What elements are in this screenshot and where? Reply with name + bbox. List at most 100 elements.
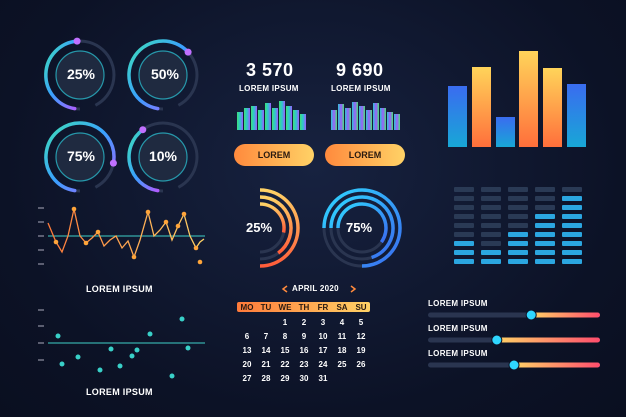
lorem-button-1[interactable]: LOREM: [234, 144, 314, 166]
slider-3[interactable]: [428, 359, 600, 371]
calendar-weekday: WE: [278, 303, 292, 312]
slider-handle[interactable]: [491, 334, 503, 346]
gauge-knob: [73, 37, 81, 45]
calendar-day[interactable]: 24: [318, 360, 328, 369]
equalizer-cell: [508, 259, 528, 264]
calendar-day[interactable]: 14: [261, 346, 271, 355]
chevron-right-icon[interactable]: [350, 285, 357, 293]
gauge-2: [127, 39, 199, 111]
equalizer-cell: [508, 250, 528, 255]
gauge-4-label: 10%: [148, 148, 178, 164]
equalizer-cell: [562, 205, 582, 210]
equalizer-cell: [535, 223, 555, 228]
calendar-day[interactable]: 11: [337, 332, 347, 341]
calendar-weekday: TU: [260, 303, 272, 312]
mini-bars-2: [331, 102, 400, 130]
equalizer-cell: [562, 232, 582, 237]
calendar-day[interactable]: 6: [244, 332, 250, 341]
equalizer-cell: [562, 259, 582, 264]
stat-2-value: 9 690: [336, 60, 384, 80]
calendar-day[interactable]: 17: [318, 346, 328, 355]
calendar-day[interactable]: 12: [356, 332, 366, 341]
equalizer-cell: [535, 241, 555, 246]
equalizer-cell: [481, 196, 501, 201]
lorem-button-2[interactable]: LOREM: [325, 144, 405, 166]
equalizer-cell: [535, 196, 555, 201]
slider-1[interactable]: [428, 309, 600, 321]
bar-5: [543, 68, 562, 147]
calendar-day[interactable]: 21: [261, 360, 271, 369]
gauge-3-label: 75%: [66, 148, 96, 164]
calendar-day[interactable]: 28: [261, 374, 271, 383]
equalizer-cell: [454, 250, 474, 255]
calendar-day[interactable]: 19: [356, 346, 366, 355]
calendar-day[interactable]: 8: [282, 332, 288, 341]
calendar-day[interactable]: 27: [242, 374, 252, 383]
calendar-day[interactable]: 26: [356, 360, 366, 369]
slider-handle[interactable]: [525, 309, 537, 321]
gauge-1: [44, 37, 116, 111]
calendar-day[interactable]: 7: [263, 332, 269, 341]
calendar-day[interactable]: 30: [299, 374, 309, 383]
calendar-weekday: SU: [355, 303, 367, 312]
gauge-knob: [109, 159, 117, 167]
calendar-day[interactable]: 3: [320, 318, 326, 327]
radial-2: [322, 188, 402, 268]
calendar-weekday: FR: [317, 303, 329, 312]
scatter-chart: [38, 302, 205, 381]
equalizer-cell: [481, 223, 501, 228]
calendar-day[interactable]: 31: [318, 374, 328, 383]
bar-4: [519, 51, 538, 147]
bar-3: [496, 117, 515, 147]
calendar-day[interactable]: 5: [358, 318, 364, 327]
mini-bars-1: [237, 101, 306, 130]
calendar-day[interactable]: 9: [301, 332, 307, 341]
slider-group: [428, 309, 600, 371]
equalizer-cell: [535, 250, 555, 255]
calendar-day[interactable]: 13: [242, 346, 252, 355]
equalizer-cell: [481, 259, 501, 264]
stat-1-label: LOREM IPSUM: [239, 84, 299, 93]
radial-1-label: 25%: [246, 220, 273, 235]
equalizer-cell: [562, 250, 582, 255]
equalizer-cell: [454, 259, 474, 264]
slider-2[interactable]: [428, 334, 600, 346]
slider-handle[interactable]: [508, 359, 520, 371]
calendar-day[interactable]: 22: [280, 360, 290, 369]
calendar-weekday: SA: [336, 303, 348, 312]
gauge-4: [127, 121, 199, 193]
calendar-day[interactable]: 29: [280, 374, 290, 383]
bar-6: [567, 84, 586, 147]
equalizer-cell: [454, 214, 474, 219]
stat-1-value: 3 570: [246, 60, 294, 80]
gauge-1-label: 25%: [66, 66, 96, 82]
equalizer-cell: [454, 205, 474, 210]
equalizer-chart: [454, 187, 582, 264]
equalizer-cell: [508, 223, 528, 228]
gauge-knob: [139, 126, 147, 134]
calendar-day[interactable]: 18: [337, 346, 347, 355]
line-series: [47, 208, 205, 259]
equalizer-cell: [535, 232, 555, 237]
calendar-weekday-bar: [237, 302, 370, 312]
equalizer-cell: [508, 196, 528, 201]
calendar-day[interactable]: 4: [339, 318, 345, 327]
calendar-day[interactable]: 23: [299, 360, 309, 369]
equalizer-cell: [508, 214, 528, 219]
calendar-day[interactable]: 10: [318, 332, 328, 341]
equalizer-cell: [535, 259, 555, 264]
calendar-day[interactable]: 16: [299, 346, 309, 355]
calendar-day[interactable]: 15: [280, 346, 290, 355]
equalizer-cell: [481, 250, 501, 255]
calendar-day[interactable]: 1: [282, 318, 288, 327]
calendar-day[interactable]: 2: [301, 318, 307, 327]
equalizer-cell: [508, 232, 528, 237]
calendar-day[interactable]: 25: [337, 360, 347, 369]
calendar-day[interactable]: 20: [242, 360, 252, 369]
calendar-month: APRIL 2020: [292, 284, 339, 293]
equalizer-cell: [562, 214, 582, 219]
gauge-group: [44, 37, 199, 193]
chevron-left-icon[interactable]: [281, 285, 288, 293]
